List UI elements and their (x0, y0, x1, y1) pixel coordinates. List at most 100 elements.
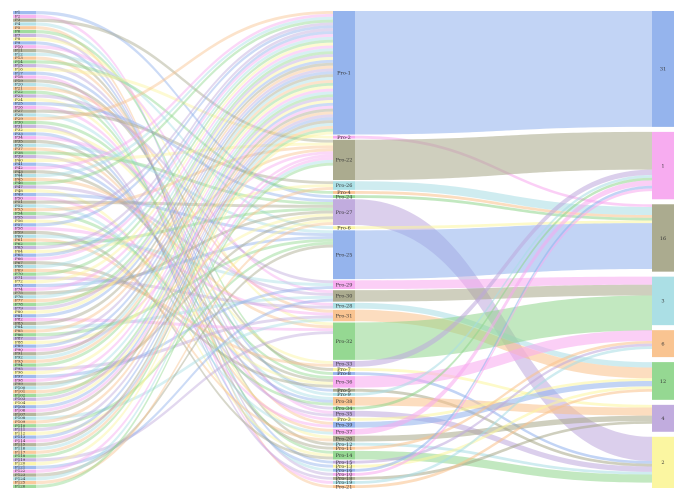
link-P76-to-Pro-1 (36, 48, 333, 299)
source-node (13, 155, 36, 159)
process-label: Pro-39 (336, 422, 353, 428)
source-label: P39 (15, 154, 23, 159)
source-label: P107 (15, 411, 26, 416)
link-P106-to-Pro-1 (36, 105, 333, 413)
source-node (13, 37, 36, 41)
link-P80-to-Pro-1 (36, 56, 333, 314)
source-node (13, 401, 36, 405)
source-label: P120 (15, 461, 26, 466)
source-node (13, 173, 36, 178)
link-P27-to-Pro-26 (36, 109, 333, 185)
source-label: P35 (15, 139, 23, 144)
nodes (13, 11, 674, 488)
link-P124-to-Pro-22 (36, 159, 333, 481)
source-node (13, 185, 36, 189)
source-node (13, 181, 36, 185)
link-P23-to-Pro-29 (36, 94, 333, 284)
source-label: P32 (15, 127, 23, 132)
process-label: Pro-27 (336, 210, 353, 216)
source-node (13, 310, 36, 314)
process-label: Pro-10 (336, 472, 353, 478)
source-node (13, 79, 36, 83)
source-node (13, 238, 36, 242)
source-node (13, 219, 36, 223)
source-label: P20 (15, 82, 23, 87)
source-label: P73 (15, 283, 23, 288)
link-P93-to-Pro-1 (36, 79, 333, 363)
source-label: P125 (15, 480, 26, 485)
link-P56-to-Pro-36 (36, 219, 333, 385)
source-label: P15 (15, 63, 23, 68)
process-node (333, 476, 355, 480)
source-node (13, 11, 36, 15)
source-node (13, 41, 36, 45)
link-P61-to-Pro-20 (36, 238, 333, 442)
source-label: P5 (15, 25, 21, 30)
source-label: P74 (15, 286, 23, 291)
target-label: 1 (661, 163, 664, 169)
link-P24-to-Pro-20 (36, 98, 333, 439)
link-P31-to-Pro-18 (36, 124, 333, 480)
source-node (13, 48, 36, 53)
link-P7-to-Pro-10 (36, 33, 333, 476)
source-label: P41 (15, 161, 23, 166)
link-P46-to-Pro-1 (36, 19, 333, 185)
link-Pro-33-to-1 (355, 169, 652, 367)
process-node (333, 226, 355, 230)
source-label: P46 (15, 180, 23, 185)
process-node (333, 421, 355, 428)
source-node (13, 291, 36, 295)
link-P52-to-Pro-37 (36, 204, 333, 435)
link-P21-to-Pro-31 (36, 86, 333, 313)
source-label: P76 (15, 294, 23, 299)
link-P78-to-Pro-1 (36, 51, 333, 307)
source-node (13, 52, 36, 56)
source-node (13, 124, 36, 128)
process-label: Pro-14 (336, 453, 353, 459)
link-P49-to-Pro-25 (36, 192, 333, 237)
source-node (13, 196, 36, 200)
process-label: Pro-28 (336, 303, 353, 309)
source-label: P124 (15, 476, 26, 481)
source-label: P121 (15, 464, 25, 469)
link-Pro-29-to-3 (355, 276, 652, 289)
source-node (13, 458, 36, 462)
link-Pro-7-to-4 (355, 367, 652, 408)
source-node (13, 29, 36, 34)
target-label: 2 (661, 460, 664, 466)
source-label: P57 (15, 222, 23, 227)
source-label: P60 (15, 233, 23, 238)
source-label: P122 (15, 468, 26, 473)
source-label: P77 (15, 298, 23, 303)
link-P108-to-Pro-31 (36, 318, 333, 420)
link-P44-to-Pro-1 (36, 16, 333, 178)
source-label: P63 (15, 245, 23, 250)
link-Pro-21-to-12 (355, 389, 652, 488)
source-node (13, 268, 36, 272)
link-Pro-4-to-16 (355, 191, 652, 218)
source-label: P98 (15, 377, 23, 382)
source-label: P54 (15, 211, 23, 216)
source-label: P58 (15, 226, 23, 231)
link-P123-to-Pro-25 (36, 244, 333, 477)
source-label: P102 (15, 392, 26, 397)
process-node (333, 406, 355, 410)
source-label: P95 (15, 366, 23, 371)
link-P81-to-Pro-1 (36, 59, 333, 318)
source-label: P30 (15, 120, 23, 125)
source-label: P3 (15, 17, 21, 22)
source-node (13, 344, 36, 348)
source-node (13, 382, 36, 386)
source-node (13, 477, 36, 481)
link-P118-to-Pro-1 (36, 128, 333, 458)
source-node (13, 158, 36, 163)
source-node (13, 83, 36, 87)
source-node (13, 33, 36, 37)
source-node (13, 143, 36, 147)
link-P62-to-Pro-27 (36, 207, 333, 246)
source-label: P118 (15, 453, 26, 458)
process-label: Pro-33 (336, 362, 353, 368)
source-label: P117 (15, 449, 26, 454)
link-P104-to-Pro-1 (36, 100, 333, 405)
source-node (13, 299, 36, 303)
